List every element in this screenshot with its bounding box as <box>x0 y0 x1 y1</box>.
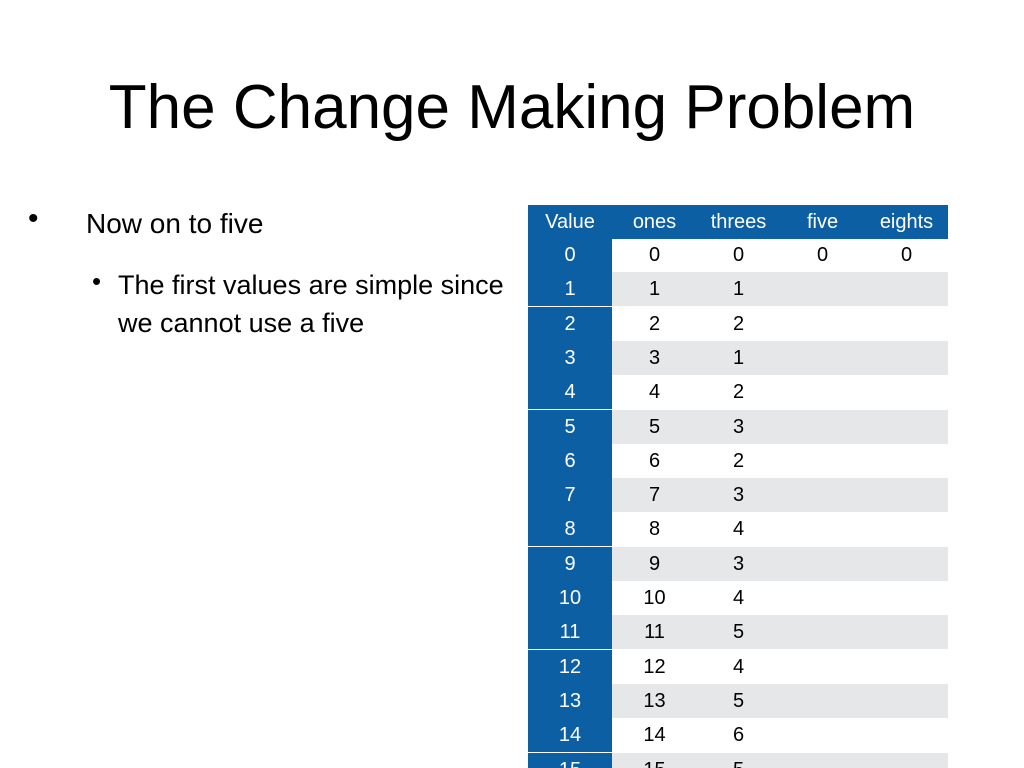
value-cell: 0 <box>528 238 612 272</box>
bullet-text: Now on to five <box>86 208 264 239</box>
data-cell <box>865 375 948 409</box>
data-cell <box>865 615 948 650</box>
data-cell: 4 <box>732 587 745 609</box>
data-cell: 4 <box>732 518 745 541</box>
value-cell: 4 <box>528 375 612 410</box>
value-cell: 1 <box>528 272 612 307</box>
data-cell <box>865 409 948 444</box>
sub-bullet-text: The first values are simple since we can… <box>118 270 504 338</box>
data-cell: 2 <box>732 312 745 335</box>
data-cell: 15 <box>612 752 697 768</box>
data-cell <box>780 683 865 718</box>
data-cell <box>780 444 865 478</box>
data-cell: 13 <box>612 683 697 718</box>
data-cell <box>865 272 948 307</box>
table: Value ones threes five eights 0 0 0 0 0 1 1 1 2 2 2 3 3 1 4… <box>528 205 948 768</box>
data-cell <box>780 546 865 581</box>
data-cell: 8 <box>648 518 661 541</box>
value-cell: 6 <box>528 443 612 478</box>
data-cell <box>865 718 948 752</box>
data-cell: 0 <box>816 244 829 266</box>
data-cell: 1 <box>697 272 780 307</box>
data-cell <box>865 581 948 615</box>
header-cell: ones <box>612 205 697 239</box>
data-cell: 6 <box>648 449 661 472</box>
data-cell: 5 <box>612 409 697 444</box>
data-cell <box>780 307 865 341</box>
data-cell: 2 <box>732 381 745 404</box>
data-cell: 3 <box>612 340 697 375</box>
value-cell: 11 <box>528 615 612 650</box>
data-cell <box>865 307 948 341</box>
data-cell <box>780 752 865 768</box>
data-cell: 2 <box>648 312 661 335</box>
data-cell <box>780 718 865 752</box>
value-cell: 15 <box>528 752 612 768</box>
data-cell <box>865 546 948 581</box>
data-cell: 7 <box>612 478 697 513</box>
bullet-dot: • <box>28 202 39 235</box>
data-cell: 0 <box>648 244 661 266</box>
data-cell: 1 <box>612 272 697 307</box>
data-cell: 4 <box>732 655 745 678</box>
data-cell: 12 <box>643 655 666 678</box>
value-cell: 2 <box>528 306 612 341</box>
data-cell <box>780 409 865 444</box>
data-cell: 10 <box>643 587 666 609</box>
data-cell: 5 <box>697 615 780 650</box>
data-cell <box>865 478 948 513</box>
data-cell <box>865 752 948 768</box>
header-cell: eights <box>865 205 948 239</box>
bullet-dot: • <box>92 266 102 296</box>
data-cell <box>780 581 865 615</box>
header-cell: Value <box>528 205 612 239</box>
value-cell: 10 <box>528 581 612 615</box>
data-cell <box>780 615 865 650</box>
data-cell <box>780 272 865 307</box>
data-cell: 6 <box>732 724 745 747</box>
data-cell: 1 <box>697 340 780 375</box>
data-cell <box>780 340 865 375</box>
value-cell: 7 <box>528 478 612 513</box>
data-cell <box>865 650 948 684</box>
value-cell: 9 <box>528 546 612 581</box>
data-cell: 3 <box>697 546 780 581</box>
value-cell: 3 <box>528 340 612 375</box>
data-cell <box>865 512 948 546</box>
data-cell: 9 <box>612 546 697 581</box>
data-cell <box>865 340 948 375</box>
data-cell: 2 <box>732 449 745 472</box>
data-cell: 3 <box>697 409 780 444</box>
data-cell: 5 <box>697 683 780 718</box>
data-cell <box>780 650 865 684</box>
slide-title: The Change Making Problem <box>108 73 916 142</box>
header-cell: threes <box>697 205 780 239</box>
data-cell: 5 <box>697 752 780 768</box>
value-cell: 8 <box>528 512 612 547</box>
value-cell: 12 <box>528 649 612 684</box>
data-cell <box>780 478 865 513</box>
data-cell <box>865 444 948 478</box>
value-cell: 5 <box>528 409 612 444</box>
value-cell: 14 <box>528 718 612 753</box>
data-cell: 0 <box>732 244 745 266</box>
data-cell: 4 <box>648 381 661 404</box>
data-cell <box>780 512 865 546</box>
data-cell <box>865 683 948 718</box>
data-cell: 3 <box>697 478 780 513</box>
data-cell: 11 <box>612 615 697 650</box>
data-cell: 14 <box>643 724 666 747</box>
data-cell: 0 <box>900 244 913 266</box>
value-cell: 13 <box>528 683 612 718</box>
header-cell: five <box>780 205 865 239</box>
data-cell <box>780 375 865 409</box>
